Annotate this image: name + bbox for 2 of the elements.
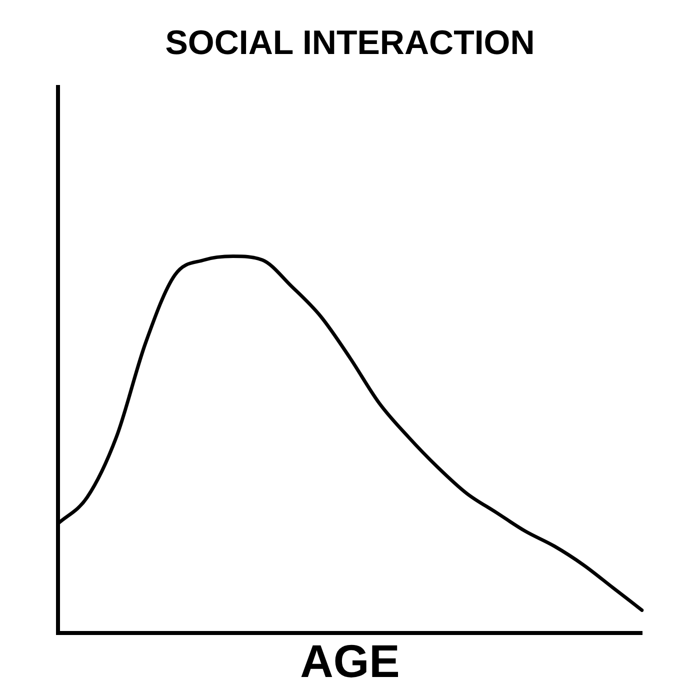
x-axis-title: AGE — [300, 635, 400, 688]
chart-title: SOCIAL INTERACTION — [165, 24, 535, 62]
